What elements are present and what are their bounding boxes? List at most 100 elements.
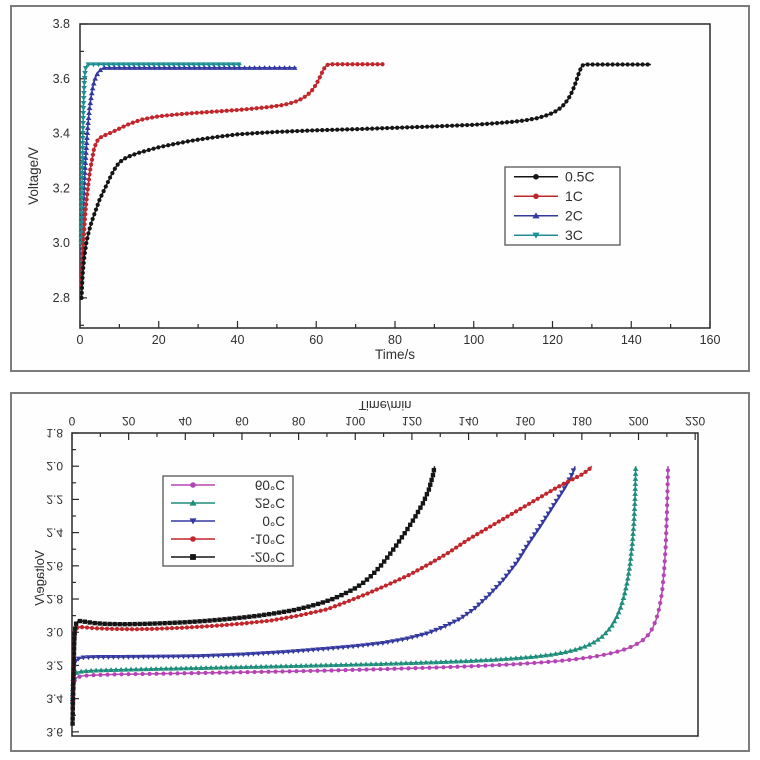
series-marker	[305, 128, 310, 133]
series-marker	[81, 81, 88, 86]
series-marker	[83, 245, 88, 251]
series-marker	[265, 130, 270, 135]
series-marker	[246, 65, 253, 70]
series-marker	[370, 126, 375, 131]
series-marker	[537, 653, 544, 658]
legend-entry-0°C: 0°C	[171, 514, 285, 529]
y-tick-label: 3.0	[46, 625, 63, 639]
series-marker	[181, 65, 188, 70]
series-marker	[105, 62, 112, 68]
series-marker	[168, 671, 173, 676]
series-marker	[79, 295, 84, 300]
series-marker	[159, 626, 165, 631]
series-marker	[95, 202, 100, 207]
series-marker	[78, 240, 85, 246]
series-marker	[99, 626, 105, 631]
series-marker	[558, 490, 565, 496]
series-marker	[103, 184, 108, 189]
series-marker	[610, 62, 615, 67]
series-marker	[126, 65, 133, 70]
series-marker	[238, 670, 243, 675]
series-marker	[634, 641, 640, 647]
series-marker	[98, 672, 103, 677]
series-marker	[500, 577, 507, 583]
series-marker	[339, 592, 344, 598]
series-marker	[239, 107, 244, 112]
series-marker	[305, 648, 312, 653]
series-marker	[404, 636, 411, 642]
legend-marker	[190, 482, 196, 488]
series-marker	[82, 160, 89, 165]
series-marker	[355, 62, 360, 67]
series-marker	[320, 647, 327, 652]
series-marker	[241, 65, 248, 70]
series-marker	[546, 659, 551, 664]
series-marker	[139, 626, 145, 632]
series-marker	[179, 111, 184, 117]
legend-label: -20°C	[250, 550, 285, 565]
series-marker	[553, 659, 558, 664]
series-marker	[428, 629, 435, 635]
series-marker	[84, 125, 91, 130]
series-marker	[229, 622, 234, 627]
series-marker	[88, 167, 93, 172]
series-marker	[273, 663, 279, 669]
series-marker	[553, 498, 560, 504]
series-marker	[405, 526, 410, 532]
series-marker	[268, 663, 274, 669]
series-marker	[569, 90, 574, 95]
series-marker	[103, 132, 108, 138]
series-marker	[561, 481, 566, 487]
series-marker	[208, 664, 214, 670]
series-marker	[571, 86, 576, 91]
series-marker	[509, 511, 514, 517]
series-marker	[280, 650, 287, 655]
series-marker	[398, 660, 404, 666]
series-marker	[317, 75, 322, 80]
series-marker	[259, 669, 264, 675]
series-marker	[474, 122, 480, 127]
series-marker	[419, 632, 425, 638]
series-marker	[82, 222, 87, 227]
legend-label: 60°C	[255, 478, 285, 493]
series-marker	[613, 614, 620, 619]
series-marker	[320, 127, 325, 133]
series-marker	[261, 65, 268, 70]
series-marker	[602, 630, 609, 636]
series-marker	[438, 659, 444, 665]
series-marker	[100, 62, 107, 68]
series-marker	[104, 626, 110, 631]
series-marker	[279, 616, 284, 621]
series-marker	[380, 126, 385, 131]
series-marker	[544, 113, 549, 118]
series-marker	[215, 134, 220, 139]
series-marker	[71, 676, 76, 681]
series-marker	[210, 135, 215, 140]
series-marker	[133, 671, 138, 677]
series-marker	[661, 573, 666, 578]
y-axis-title: Voltage/V	[32, 550, 47, 606]
series-marker	[574, 657, 579, 662]
series-marker	[83, 145, 90, 150]
series-marker	[281, 609, 287, 614]
series-marker	[79, 290, 84, 295]
series-marker	[663, 545, 668, 550]
series-marker	[585, 62, 590, 67]
x-tick-label: 0	[77, 333, 84, 347]
series-marker	[199, 110, 204, 115]
series-marker	[557, 106, 562, 111]
series-marker	[328, 605, 333, 611]
series-marker	[526, 501, 532, 506]
series-marker	[557, 650, 564, 656]
series-marker	[249, 620, 254, 625]
series-marker	[249, 106, 254, 111]
series-marker	[334, 594, 340, 600]
series-marker	[410, 570, 416, 575]
series-marker	[547, 651, 554, 657]
series-marker	[247, 614, 252, 619]
series-marker	[149, 626, 155, 631]
series-marker	[95, 62, 102, 68]
series-marker	[542, 652, 549, 658]
series-marker	[98, 135, 104, 140]
series-marker	[375, 566, 380, 572]
